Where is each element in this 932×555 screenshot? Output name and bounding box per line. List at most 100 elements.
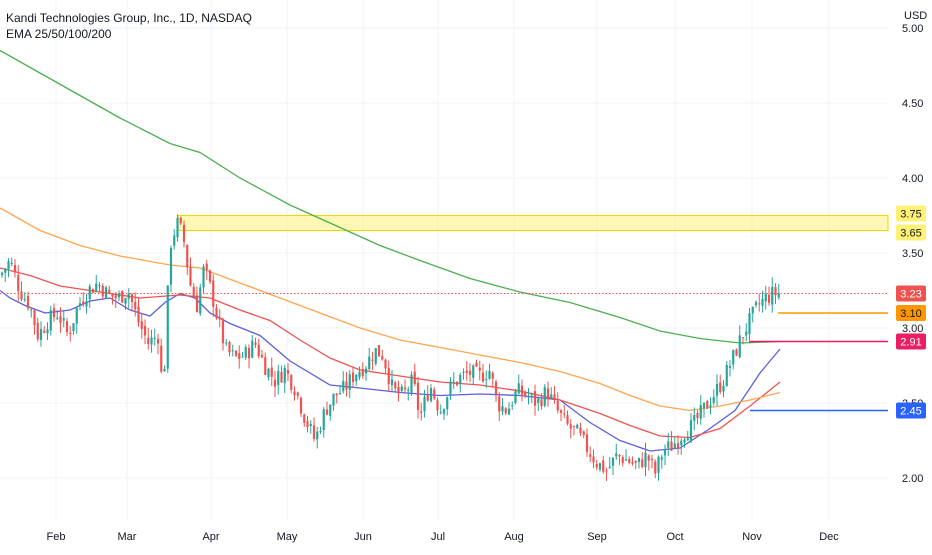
candle-body — [290, 375, 293, 391]
candle-body — [628, 459, 631, 463]
candle-body — [199, 287, 202, 314]
candle-body — [397, 386, 400, 394]
candle-body — [17, 275, 20, 292]
candle-body — [420, 411, 423, 413]
candle-body — [715, 383, 719, 396]
candle-body — [387, 368, 390, 385]
time-axis[interactable]: Feb Mar Apr May Jun Jul Aug Sep Oct Nov Dec — [47, 531, 840, 543]
candle-body — [160, 345, 163, 372]
candle-body — [69, 332, 72, 334]
candle-body — [663, 450, 667, 456]
ema-lines — [0, 49, 781, 452]
price-tick-label: 5.00 — [902, 23, 923, 35]
candle-body — [533, 391, 537, 406]
candle-body — [394, 382, 397, 389]
candle-body — [277, 370, 280, 385]
candle-body — [332, 393, 335, 406]
price-label-text: 3.75 — [900, 209, 921, 221]
candle-body — [286, 370, 290, 374]
candle-body — [478, 367, 481, 371]
candle-body — [43, 330, 46, 333]
candle-body — [192, 287, 195, 297]
candle-body — [319, 431, 322, 433]
candle-body — [156, 338, 160, 344]
candle-body — [247, 347, 251, 359]
candle-body — [231, 350, 234, 352]
candle-body — [722, 385, 725, 392]
candle-body — [585, 434, 589, 452]
candle-body — [641, 459, 644, 468]
price-tick-label: 3.00 — [902, 323, 923, 335]
candle-body — [176, 218, 179, 238]
candle-body — [85, 301, 88, 307]
candle-body — [251, 340, 254, 358]
candle-body — [761, 298, 764, 306]
candle-body — [111, 293, 114, 297]
candle-body — [20, 291, 23, 300]
candle-body — [712, 397, 715, 403]
price-label-bg — [896, 285, 926, 302]
time-tick-label: Jul — [431, 531, 445, 543]
candle-body — [351, 372, 355, 382]
candle-body — [345, 381, 348, 390]
candle-body — [777, 293, 780, 298]
price-tick-label: 4.00 — [902, 173, 923, 185]
candle-body — [218, 317, 221, 320]
grid — [0, 0, 888, 520]
candle-body — [702, 402, 706, 408]
candle-body — [108, 289, 111, 294]
candle-body — [589, 454, 592, 457]
candle-body — [634, 461, 637, 463]
candle-body — [316, 431, 319, 440]
candle-body — [101, 285, 104, 297]
price-label-text: 3.23 — [900, 289, 921, 301]
candle-body — [686, 438, 689, 441]
candle-body — [576, 424, 579, 429]
candle-body — [228, 341, 231, 353]
candle-body — [481, 372, 485, 382]
symbol-title[interactable]: Kandi Technologies Group, Inc., 1D, NASD… — [6, 11, 252, 25]
candle-body — [361, 368, 364, 377]
candle-body — [426, 395, 429, 401]
candle-body — [449, 381, 452, 395]
candle-body — [205, 263, 208, 270]
indicator-legend[interactable]: EMA 25/50/100/200 — [6, 27, 112, 41]
candle-body — [738, 335, 741, 357]
candle-body — [488, 370, 491, 379]
candle-body — [153, 337, 156, 339]
candle-body — [33, 310, 36, 326]
candle-body — [82, 301, 85, 305]
candle-body — [410, 374, 413, 393]
candle-body — [36, 322, 39, 340]
time-tick-label: Feb — [47, 531, 66, 543]
candle-body — [728, 366, 732, 368]
candle-body — [299, 397, 303, 414]
candle-body — [134, 302, 137, 310]
candle-body — [657, 456, 660, 473]
candle-body — [270, 367, 273, 377]
candle-body — [644, 452, 647, 468]
candle-body — [611, 457, 615, 466]
candle-body — [212, 280, 215, 307]
candle-body — [75, 307, 78, 324]
time-tick-label: Jun — [354, 531, 372, 543]
candle-body — [163, 368, 166, 372]
candle-body — [329, 404, 332, 416]
candle-body — [234, 350, 238, 356]
candle-body — [377, 345, 381, 357]
candle-body — [312, 425, 316, 439]
candle-body — [683, 439, 686, 443]
resistance-zone-rect — [177, 215, 889, 231]
candle-body — [546, 388, 550, 400]
candle-body — [254, 342, 257, 345]
candle-body — [618, 455, 621, 457]
candle-body — [114, 295, 117, 299]
candle-body — [598, 463, 602, 470]
candle-body — [556, 401, 559, 411]
candle-body — [517, 383, 520, 394]
candle-body — [273, 379, 277, 387]
candle-body — [608, 466, 611, 468]
candle-body — [748, 313, 751, 334]
candle-body — [65, 321, 69, 333]
